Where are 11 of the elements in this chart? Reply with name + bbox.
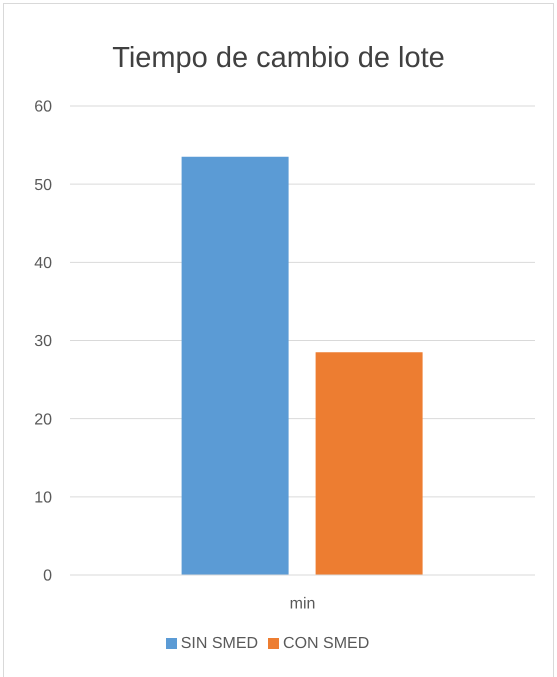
- x-tick-label: min: [290, 595, 316, 612]
- chart-title: Tiempo de cambio de lote: [111, 42, 446, 75]
- legend-label: SIN SMED: [180, 635, 258, 652]
- y-tick-label: 10: [34, 490, 52, 507]
- y-tick-label: 40: [34, 255, 52, 272]
- y-tick-label: 20: [34, 411, 52, 428]
- y-tick-label: 0: [43, 568, 52, 585]
- legend-label: CON SMED: [283, 635, 370, 652]
- y-tick-label: 60: [34, 98, 52, 116]
- y-tick-label: 50: [34, 176, 52, 194]
- y-tick-label: 30: [34, 333, 52, 350]
